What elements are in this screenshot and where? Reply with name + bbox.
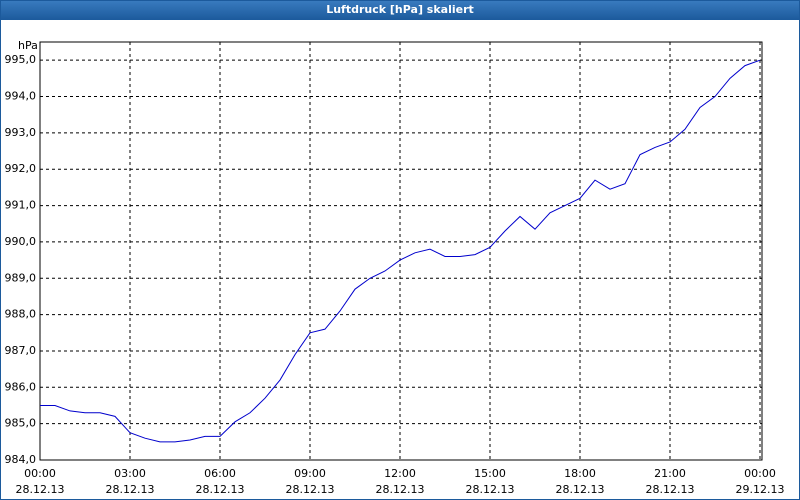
x-tick-date: 28.12.13 <box>106 483 155 496</box>
x-tick-date: 28.12.13 <box>286 483 335 496</box>
x-tick-label: 00:00 <box>744 467 776 480</box>
y-tick-label: 984,0 <box>5 453 37 466</box>
y-tick-label: 989,0 <box>5 271 37 284</box>
y-tick-label: 991,0 <box>5 199 37 212</box>
plot-border <box>39 41 763 461</box>
line <box>40 59 761 443</box>
y-tick-label: 985,0 <box>5 417 37 430</box>
x-tick-date: 28.12.13 <box>196 483 245 496</box>
y-tick-label: 988,0 <box>5 308 37 321</box>
x-tick-label: 06:00 <box>204 467 236 480</box>
x-tick-label: 15:00 <box>474 467 506 480</box>
x-tick-label: 12:00 <box>384 467 416 480</box>
y-tick-label: 995,0 <box>5 53 37 66</box>
y-tick-label: 994,0 <box>5 90 37 103</box>
y-tick-label: 993,0 <box>5 126 37 139</box>
x-tick-date: 28.12.13 <box>466 483 515 496</box>
y-axis-label: hPa <box>18 39 38 52</box>
y-tick-label: 986,0 <box>5 380 37 393</box>
x-tick-date: 28.12.13 <box>376 483 425 496</box>
chart-title: Luftdruck [hPa] skaliert <box>326 3 474 16</box>
x-tick-date: 28.12.13 <box>556 483 605 496</box>
x-tick-label: 18:00 <box>564 467 596 480</box>
x-tick-label: 00:00 <box>24 467 56 480</box>
x-tick-label: 03:00 <box>114 467 146 480</box>
y-tick-label: 987,0 <box>5 344 37 357</box>
y-tick-label: 992,0 <box>5 162 37 175</box>
x-tick-label: 21:00 <box>654 467 686 480</box>
x-tick-date: 28.12.13 <box>646 483 695 496</box>
x-tick-date: 28.12.13 <box>16 483 65 496</box>
x-tick-date: 29.12.13 <box>736 483 785 496</box>
title-bar <box>0 0 800 20</box>
y-tick-label: 990,0 <box>5 235 37 248</box>
x-tick-label: 09:00 <box>294 467 326 480</box>
